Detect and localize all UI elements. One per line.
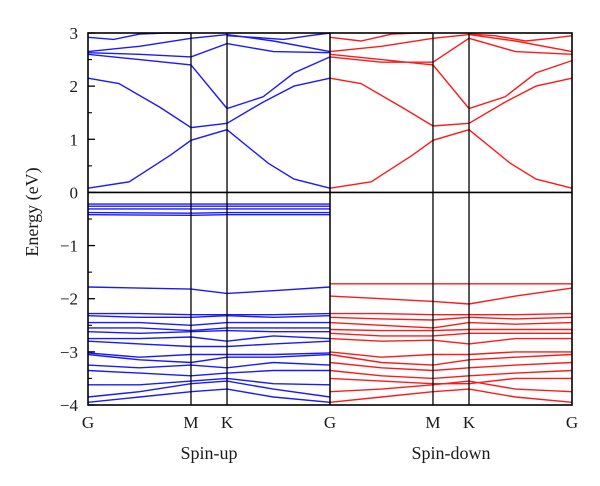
band-line-spin-up-14 bbox=[88, 312, 331, 316]
band-line-spin-up-21 bbox=[87, 352, 331, 358]
band-lines-layer bbox=[87, 32, 573, 403]
y-axis-title: Energy (eV) bbox=[22, 167, 43, 256]
y-tick-label: −4 bbox=[60, 396, 79, 415]
x-tick-label: M bbox=[425, 413, 440, 432]
band-line-spin-up-24 bbox=[87, 369, 330, 377]
band-line-spin-down-5 bbox=[329, 33, 573, 53]
band-line-spin-up-11 bbox=[87, 211, 330, 214]
x-tick-label: M bbox=[183, 413, 198, 432]
band-line-spin-up-12 bbox=[87, 213, 330, 217]
band-line-spin-down-12 bbox=[329, 321, 573, 329]
band-line-spin-down-17 bbox=[329, 353, 573, 366]
band-line-spin-down-1 bbox=[329, 128, 573, 189]
band-line-spin-down-14 bbox=[329, 332, 572, 337]
band-line-spin-down-9 bbox=[329, 287, 573, 305]
band-line-spin-up-25 bbox=[88, 377, 331, 386]
band-line-spin-down-11 bbox=[329, 316, 573, 321]
band-line-spin-up-13 bbox=[87, 286, 331, 295]
band-line-spin-down-20 bbox=[329, 377, 572, 385]
band-line-spin-down-10 bbox=[330, 312, 573, 316]
band-line-spin-up-5 bbox=[87, 33, 331, 53]
band-line-spin-down-19 bbox=[329, 369, 573, 380]
band-line-spin-up-1 bbox=[87, 128, 331, 189]
panel-label-spin-down: Spin-down bbox=[411, 443, 490, 463]
band-line-spin-up-7 bbox=[226, 32, 331, 41]
panel-spin-down bbox=[329, 32, 573, 403]
x-tick-label: K bbox=[221, 413, 234, 432]
band-line-spin-up-26 bbox=[87, 380, 331, 398]
band-line-spin-down-15 bbox=[329, 337, 572, 345]
band-line-spin-down-4 bbox=[329, 37, 573, 63]
x-tick-label: G bbox=[566, 413, 578, 432]
band-line-spin-down-3 bbox=[329, 53, 573, 110]
band-line-spin-up-18 bbox=[87, 329, 330, 335]
x-tick-label: G bbox=[82, 413, 94, 432]
band-line-spin-up-16 bbox=[88, 321, 330, 327]
band-line-spin-up-3 bbox=[87, 53, 331, 110]
band-line-spin-down-6 bbox=[329, 32, 433, 42]
x-tick-label: G bbox=[324, 413, 336, 432]
band-line-spin-up-17 bbox=[88, 327, 330, 332]
y-tick-label: −3 bbox=[60, 343, 78, 362]
band-line-spin-down-16 bbox=[329, 351, 572, 358]
y-tick-label: 3 bbox=[70, 24, 79, 43]
y-tick-label: 1 bbox=[70, 130, 79, 149]
band-line-spin-up-20 bbox=[87, 340, 331, 348]
band-line-spin-up-6 bbox=[87, 32, 191, 41]
band-line-spin-up-4 bbox=[87, 42, 331, 58]
band-line-spin-down-13 bbox=[329, 328, 572, 332]
y-tick-label: 0 bbox=[70, 183, 79, 202]
y-tick-label: −1 bbox=[60, 237, 78, 256]
plot-frame bbox=[87, 32, 573, 406]
panel-spin-up bbox=[87, 32, 331, 403]
band-line-spin-up-23 bbox=[87, 361, 331, 369]
band-line-spin-up-15 bbox=[87, 314, 331, 319]
axis-text-layer: Energy (eV) Spin-up Spin-down 3 2 1 0 −1 −2 −3… bbox=[22, 24, 578, 463]
band-line-spin-up-27 bbox=[87, 388, 331, 403]
band-line-spin-down-22 bbox=[329, 388, 573, 403]
band-line-spin-down-18 bbox=[329, 361, 573, 372]
band-line-spin-up-22 bbox=[87, 353, 331, 364]
band-line-spin-up-2 bbox=[87, 77, 331, 129]
band-line-spin-down-7 bbox=[468, 33, 573, 42]
y-tick-label: 2 bbox=[70, 77, 79, 96]
band-line-spin-up-19 bbox=[88, 335, 331, 342]
y-tick-label: −2 bbox=[60, 290, 78, 309]
x-tick-label: K bbox=[463, 413, 476, 432]
panel-label-spin-up: Spin-up bbox=[180, 443, 237, 463]
band-line-spin-down-2 bbox=[329, 77, 573, 127]
band-line-spin-down-21 bbox=[329, 380, 573, 393]
